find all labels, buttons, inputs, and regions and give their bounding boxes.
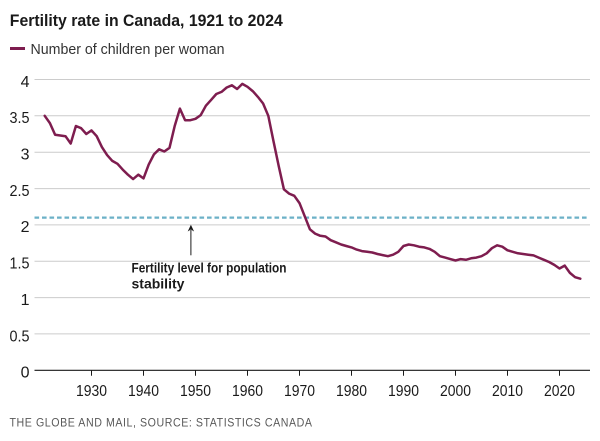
svg-text:3.5: 3.5	[10, 110, 30, 127]
svg-text:4: 4	[21, 74, 30, 91]
svg-text:1970: 1970	[284, 383, 315, 400]
svg-text:THE GLOBE AND MAIL, SOURCE: ST: THE GLOBE AND MAIL, SOURCE: STATISTICS C…	[10, 417, 313, 429]
svg-text:Fertility level for population: Fertility level for population	[132, 260, 287, 276]
svg-text:0.5: 0.5	[10, 328, 30, 345]
svg-text:1940: 1940	[128, 383, 159, 400]
svg-text:2000: 2000	[440, 383, 471, 400]
svg-text:0: 0	[21, 365, 30, 382]
svg-text:Fertility rate in Canada, 1921: Fertility rate in Canada, 1921 to 2024	[10, 12, 284, 30]
svg-text:2.5: 2.5	[10, 183, 30, 200]
svg-text:1: 1	[21, 292, 30, 309]
svg-text:1990: 1990	[388, 383, 419, 400]
svg-text:1980: 1980	[336, 383, 367, 400]
svg-text:1.5: 1.5	[10, 256, 30, 273]
svg-text:3: 3	[21, 147, 30, 164]
svg-text:2020: 2020	[544, 383, 575, 400]
svg-text:Number of children per woman: Number of children per woman	[31, 41, 225, 58]
svg-text:1930: 1930	[76, 383, 107, 400]
svg-text:stability: stability	[132, 276, 185, 292]
svg-text:1950: 1950	[180, 383, 211, 400]
svg-text:2: 2	[21, 219, 30, 236]
svg-text:2010: 2010	[492, 383, 523, 400]
svg-text:1960: 1960	[232, 383, 263, 400]
